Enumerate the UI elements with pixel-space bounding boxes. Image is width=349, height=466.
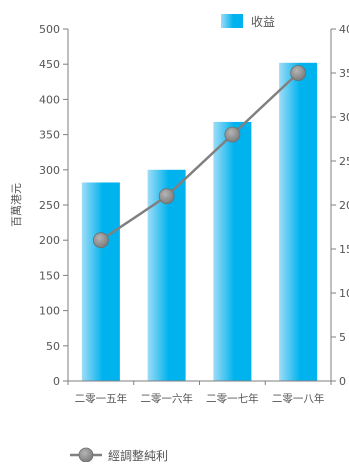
right-tick-label: 25 [339,155,349,168]
right-tick-label: 30 [339,111,349,124]
axis-labels: 0 50 100 150 200 250 300 350 400 450 500 0 5 10 15 20 25… [10,23,349,405]
left-tick-label: 150 [39,269,60,282]
right-tick-label: 10 [339,287,349,300]
left-tick-label: 300 [39,164,60,177]
bar-3 [213,121,252,381]
y-axis-title: 百萬港元 [10,183,23,227]
left-tick-label: 500 [39,23,60,36]
right-tick-label: 40 [339,23,349,36]
left-tick-label: 100 [39,305,60,318]
x-tick-label: 二零一六年 [140,392,193,405]
right-tick-label: 0 [339,375,346,388]
left-tick-label: 400 [39,93,60,106]
line-marker-3 [224,126,241,143]
legend-line-marker [78,447,94,463]
x-tick-label: 二零一八年 [272,392,325,405]
right-tick-label: 35 [339,67,349,80]
left-tick-label: 50 [46,340,60,353]
bar-4 [279,62,318,382]
right-tick-label: 5 [339,331,346,344]
legend-bar-label: 收益 [251,15,275,29]
left-tick-label: 350 [39,129,60,142]
right-tick-label: 15 [339,243,349,256]
line-path [100,72,299,242]
left-tick-label: 0 [53,375,60,388]
left-tick-label: 450 [39,58,60,71]
line-marker-2 [158,188,175,205]
left-tick-label: 250 [39,199,60,212]
x-tick-label: 二零一五年 [75,392,128,405]
bar-1 [81,182,120,381]
legend-line-label: 經調整純利 [108,448,168,462]
right-tick-label: 20 [339,199,349,212]
axes [63,28,336,385]
left-tick-label: 200 [39,234,60,247]
x-tick-label: 二零一七年 [206,392,259,405]
line-marker-4 [290,65,307,81]
line-series [92,65,307,249]
legend-bar-swatch [221,14,243,28]
bar-series [81,62,318,382]
line-marker-1 [92,232,109,249]
